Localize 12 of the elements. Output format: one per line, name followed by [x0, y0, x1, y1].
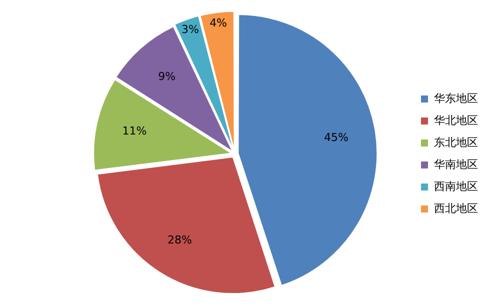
- legend-label: 华东地区: [434, 92, 478, 105]
- legend-label: 华北地区: [434, 114, 478, 127]
- data-label: 9%: [158, 70, 176, 83]
- data-label: 28%: [167, 234, 192, 247]
- data-label: 45%: [324, 130, 348, 144]
- legend-label: 华南地区: [434, 158, 478, 171]
- legend-label: 西北地区: [434, 202, 478, 215]
- data-label: 3%: [182, 23, 199, 36]
- data-label: 4%: [210, 16, 228, 30]
- data-label: 11%: [122, 124, 147, 138]
- legend-label: 东北地区: [434, 136, 478, 149]
- legend-label: 西南地区: [434, 180, 478, 193]
